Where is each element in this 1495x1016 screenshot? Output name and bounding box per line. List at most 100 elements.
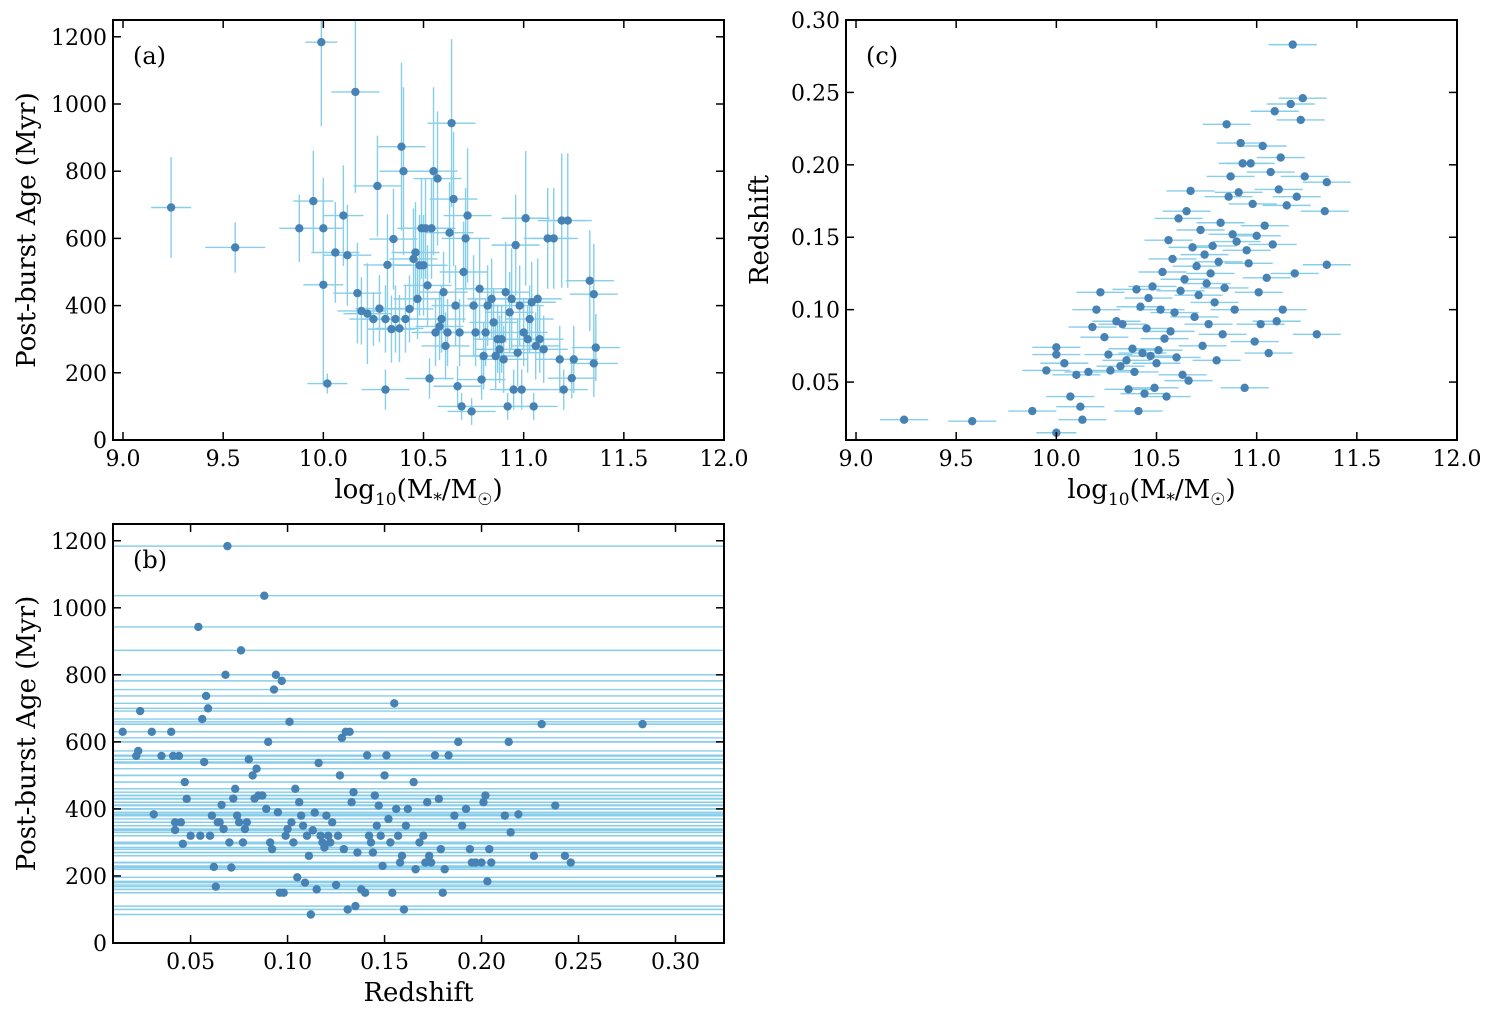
data-point [399,905,409,914]
data-point [463,211,472,220]
data-point [443,328,452,337]
data-point [238,838,248,847]
data-point [1290,269,1299,278]
data-point [440,865,449,874]
data-point [223,541,232,551]
data-point [391,314,400,324]
data-point [388,888,397,897]
data-point [1132,285,1141,294]
data-point [166,727,176,737]
data-point [273,808,283,817]
data-point [196,831,205,840]
data-point [373,181,382,191]
data-point [479,351,488,361]
data-point [1232,237,1241,246]
data-point [503,402,512,411]
data-point [178,839,188,848]
y-axis-label: Redshift [745,174,775,285]
data-point [1206,269,1215,278]
data-point [1252,231,1261,240]
data-point [309,196,318,206]
data-point [395,324,404,333]
data-point [506,828,515,837]
y-axis-label: Post-burst Age (Myr) [12,596,42,872]
data-point [349,787,358,797]
data-point [207,811,217,820]
data-point [1164,235,1173,245]
data-point [1138,348,1147,358]
x-tick-label: 0.10 [263,950,312,975]
data-point [383,260,392,270]
data-point [319,224,328,233]
data-point [335,771,345,780]
y-tick-label: 800 [65,664,107,689]
data-point [1178,370,1187,380]
data-point [447,118,456,128]
data-point [1170,308,1179,317]
data-point [1312,330,1321,339]
data-point [1210,298,1219,307]
data-point [1160,334,1169,343]
data-point [525,314,534,324]
data-point [401,821,411,830]
data-point [539,345,548,354]
data-point [391,804,401,814]
data-point [157,751,166,761]
data-point [1042,366,1051,375]
data-point [360,888,370,897]
data-point [198,714,207,724]
data-point [500,811,510,820]
data-point [166,203,176,212]
data-point [232,811,242,820]
data-point [451,301,460,310]
data-point [1140,389,1149,398]
x-tick-label: 11.5 [599,447,648,472]
data-point [1154,346,1163,355]
data-point [461,234,470,243]
data-point [1264,348,1273,358]
data-point [513,348,522,357]
data-point [149,810,158,819]
data-point [1260,221,1269,230]
data-point [327,818,337,827]
data-point [240,824,250,834]
x-tick-label: 10.5 [1132,447,1181,472]
data-point [1136,302,1145,311]
data-point [1176,286,1185,296]
x-tick-label: 10.5 [399,447,448,472]
data-point [515,301,524,310]
data-point [1266,167,1275,177]
data-point [425,374,434,383]
data-point [236,646,246,655]
data-point [376,831,385,840]
data-point [409,777,418,787]
data-point [1028,406,1037,416]
data-point [135,706,145,716]
data-point [465,844,475,854]
data-point [489,318,498,327]
data-point [215,818,224,827]
data-point [168,751,178,761]
data-point [560,851,570,861]
point-layer [118,541,647,919]
data-point [433,174,442,183]
data-point [363,309,372,318]
data-point [211,882,221,891]
data-point [427,224,436,233]
y-tick-label: 600 [65,227,107,252]
y-tick-label: 1000 [51,597,107,622]
data-point [390,699,399,708]
data-point [569,355,578,364]
data-point [343,251,352,260]
data-point [487,858,496,867]
data-point [381,385,390,394]
data-point [170,818,180,827]
data-point [134,746,143,756]
data-point [1158,267,1167,277]
data-point [1196,225,1205,235]
data-point [306,910,316,919]
y-tick-label: 0 [93,429,107,454]
x-tick-label: 0.20 [457,950,506,975]
data-point [287,818,296,827]
data-point [324,831,333,840]
